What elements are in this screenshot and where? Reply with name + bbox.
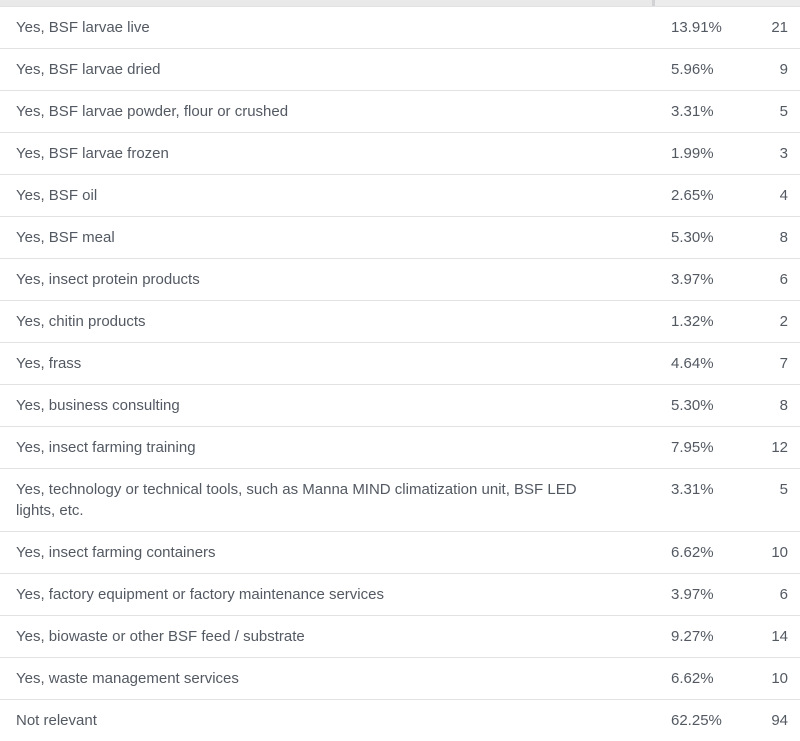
response-percentage: 7.95% (670, 427, 742, 469)
answer-choice-label: Yes, technology or technical tools, such… (0, 469, 670, 532)
answer-choice-label: Yes, frass (0, 343, 670, 385)
answer-choice-label: Yes, BSF larvae powder, flour or crushed (0, 91, 670, 133)
table-row: Yes, waste management services 6.62% 10 (0, 658, 800, 700)
answer-choice-label: Yes, BSF meal (0, 217, 670, 259)
answer-choice-label: Yes, insect protein products (0, 259, 670, 301)
response-count: 7 (742, 343, 800, 385)
response-count: 12 (742, 427, 800, 469)
table-row: Not relevant 62.25% 94 (0, 700, 800, 741)
answer-choice-label: Yes, business consulting (0, 385, 670, 427)
response-percentage: 62.25% (670, 700, 742, 741)
response-percentage: 2.65% (670, 175, 742, 217)
table-row: Yes, biowaste or other BSF feed / substr… (0, 616, 800, 658)
answer-choices-header-cell (0, 0, 652, 6)
response-count: 8 (742, 217, 800, 259)
table-row: Yes, BSF oil 2.65% 4 (0, 175, 800, 217)
answer-choice-label: Yes, insect farming containers (0, 532, 670, 574)
answer-choice-label: Yes, waste management services (0, 658, 670, 700)
response-count: 6 (742, 259, 800, 301)
table-row: Yes, business consulting 5.30% 8 (0, 385, 800, 427)
response-percentage: 1.99% (670, 133, 742, 175)
table-row: Yes, insect farming training 7.95% 12 (0, 427, 800, 469)
responses-header-cell (655, 0, 800, 6)
response-percentage: 1.32% (670, 301, 742, 343)
survey-results-body: Yes, BSF larvae live 13.91% 21 Yes, BSF … (0, 7, 800, 741)
response-percentage: 9.27% (670, 616, 742, 658)
response-count: 94 (742, 700, 800, 741)
table-row: Yes, insect protein products 3.97% 6 (0, 259, 800, 301)
response-count: 14 (742, 616, 800, 658)
answer-choice-label: Yes, BSF larvae frozen (0, 133, 670, 175)
table-row: Yes, chitin products 1.32% 2 (0, 301, 800, 343)
response-percentage: 4.64% (670, 343, 742, 385)
response-percentage: 5.96% (670, 49, 742, 91)
response-percentage: 6.62% (670, 532, 742, 574)
response-count: 10 (742, 658, 800, 700)
response-percentage: 3.31% (670, 91, 742, 133)
response-count: 5 (742, 91, 800, 133)
table-row: Yes, BSF larvae dried 5.96% 9 (0, 49, 800, 91)
response-percentage: 3.97% (670, 259, 742, 301)
answer-choice-label: Yes, biowaste or other BSF feed / substr… (0, 616, 670, 658)
table-row: Yes, frass 4.64% 7 (0, 343, 800, 385)
table-header-strip (0, 0, 800, 6)
answer-choice-label: Yes, factory equipment or factory mainte… (0, 574, 670, 616)
response-percentage: 5.30% (670, 217, 742, 259)
table-row: Yes, technology or technical tools, such… (0, 469, 800, 532)
table-row: Yes, BSF meal 5.30% 8 (0, 217, 800, 259)
table-row: Yes, insect farming containers 6.62% 10 (0, 532, 800, 574)
answer-choice-label: Yes, BSF larvae dried (0, 49, 670, 91)
response-percentage: 5.30% (670, 385, 742, 427)
table-row: Yes, BSF larvae powder, flour or crushed… (0, 91, 800, 133)
response-count: 10 (742, 532, 800, 574)
answer-choice-label: Not relevant (0, 700, 670, 741)
answer-choice-label: Yes, BSF larvae live (0, 7, 670, 49)
response-count: 8 (742, 385, 800, 427)
response-count: 5 (742, 469, 800, 532)
table-row: Yes, BSF larvae live 13.91% 21 (0, 7, 800, 49)
response-count: 2 (742, 301, 800, 343)
response-count: 21 (742, 7, 800, 49)
response-count: 4 (742, 175, 800, 217)
table-row: Yes, factory equipment or factory mainte… (0, 574, 800, 616)
response-percentage: 6.62% (670, 658, 742, 700)
answer-choice-label: Yes, BSF oil (0, 175, 670, 217)
response-percentage: 3.97% (670, 574, 742, 616)
response-count: 3 (742, 133, 800, 175)
answer-choice-label: Yes, insect farming training (0, 427, 670, 469)
response-percentage: 3.31% (670, 469, 742, 532)
response-count: 6 (742, 574, 800, 616)
response-percentage: 13.91% (670, 7, 742, 49)
table-row: Yes, BSF larvae frozen 1.99% 3 (0, 133, 800, 175)
response-count: 9 (742, 49, 800, 91)
answer-choice-label: Yes, chitin products (0, 301, 670, 343)
survey-results-table: Yes, BSF larvae live 13.91% 21 Yes, BSF … (0, 6, 800, 741)
